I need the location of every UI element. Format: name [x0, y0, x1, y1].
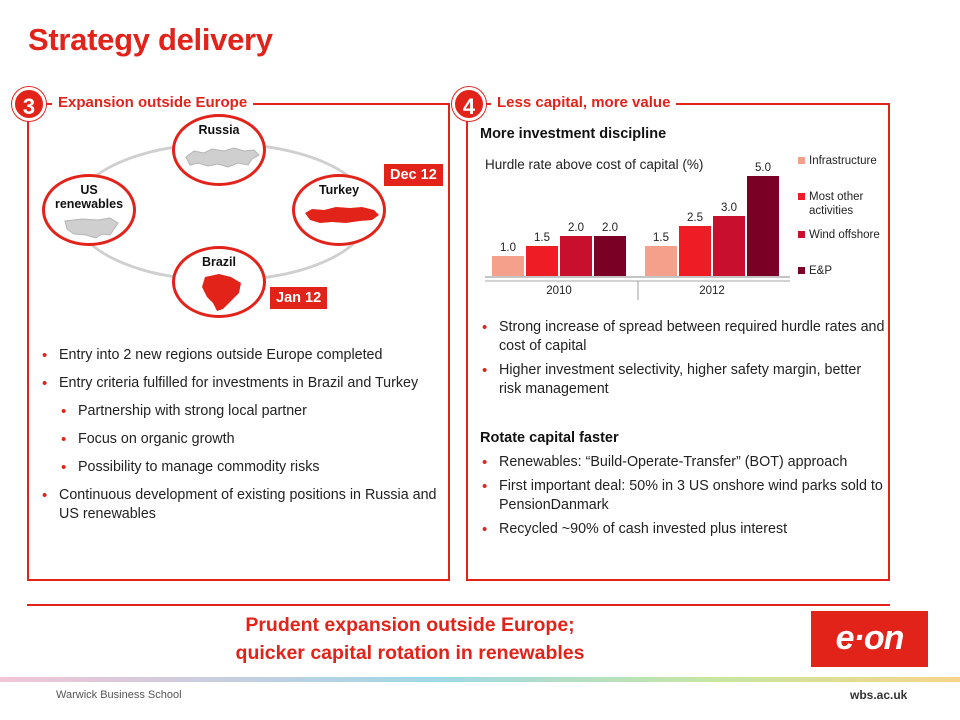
- brazil-map-icon: [202, 274, 241, 311]
- x-tick-label: 2010: [546, 285, 572, 297]
- footer-school-name: Warwick Business School: [56, 689, 182, 701]
- region-russia-label: Russia: [198, 123, 240, 137]
- hurdle-rate-chart: 1.0 1.5 2.0 2.0 2010 1.5 2.5 3.0 5.0 2012 Infrastr…: [485, 155, 880, 300]
- region-brazil-label: Brazil: [201, 255, 237, 269]
- step-badge-4: 4: [452, 87, 486, 121]
- bar-value-label: 3.0: [721, 202, 737, 214]
- region-turkey: Turkey: [292, 174, 386, 246]
- russia-map-icon: [185, 147, 260, 168]
- list-item: Entry into 2 new regions outside Europe …: [40, 346, 440, 365]
- region-brazil: Brazil: [172, 246, 266, 318]
- bar-value-label: 1.5: [534, 232, 550, 244]
- capital-heading: Less capital, more value: [491, 94, 677, 111]
- bottom-divider: [27, 604, 890, 606]
- investment-discipline-subhead: More investment discipline: [480, 126, 667, 142]
- bar-2010-3: [594, 236, 626, 276]
- list-item: Strong increase of spread between requir…: [480, 318, 885, 356]
- step-badge-3: 3: [12, 87, 46, 121]
- bar-value-label: 2.0: [602, 222, 618, 234]
- legend-swatch: [798, 231, 805, 238]
- turkey-date-badge: Dec 12: [384, 164, 443, 186]
- bar-2010-1: [526, 246, 558, 276]
- region-turkey-label: Turkey: [318, 183, 360, 197]
- eon-logo: e·on: [811, 611, 928, 667]
- bar-2012-3: [747, 176, 779, 276]
- region-us-renewables: US renewables: [42, 174, 136, 246]
- list-item: Possibility to manage commodity risks: [40, 458, 440, 477]
- bar-value-label: 1.0: [500, 242, 516, 254]
- bar-2010-2: [560, 236, 592, 276]
- bar-2012-1: [679, 226, 711, 276]
- bar-2012-0: [645, 246, 677, 276]
- list-item: Recycled ~90% of cash invested plus inte…: [480, 520, 885, 539]
- rotate-bullet-list: Renewables: “Build-Operate-Transfer” (BO…: [480, 453, 885, 544]
- chart-title: Hurdle rate above cost of capital (%): [485, 157, 704, 172]
- legend-entry: Most other activities: [809, 191, 863, 217]
- footer-url: wbs.ac.uk: [850, 688, 908, 702]
- eon-logo-text: e·on: [835, 619, 905, 657]
- legend-swatch: [798, 193, 805, 200]
- region-us-label: US renewables: [54, 183, 124, 211]
- legend-entry-line: Infrastructure: [809, 155, 877, 167]
- rotate-capital-subhead: Rotate capital faster: [480, 430, 619, 446]
- brazil-date-badge: Jan 12: [270, 287, 328, 309]
- legend-entry: E&P: [809, 265, 832, 277]
- legend-entry: Infrastructure: [809, 155, 877, 167]
- bar-value-label: 2.5: [687, 212, 703, 224]
- list-item: Focus on organic growth: [40, 430, 440, 449]
- turkey-map-icon: [305, 207, 379, 223]
- region-russia: Russia: [172, 114, 266, 186]
- tagline-line-2: quicker capital rotation in renewables: [235, 642, 585, 664]
- bar-value-label: 1.5: [653, 232, 669, 244]
- legend-entry-line: E&P: [809, 265, 832, 277]
- bar-value-label: 2.0: [568, 222, 584, 234]
- slide-title: Strategy delivery: [28, 22, 273, 57]
- bar-2012-2: [713, 216, 745, 276]
- discipline-bullet-list: Strong increase of spread between requir…: [480, 318, 885, 404]
- tagline-line-1: Prudent expansion outside Europe;: [245, 614, 575, 636]
- legend-swatch: [798, 267, 805, 274]
- list-item: Higher investment selectivity, higher sa…: [480, 361, 885, 399]
- expansion-bullet-list: Entry into 2 new regions outside Europe …: [40, 346, 440, 533]
- footer-color-bar: [0, 677, 960, 682]
- bar-value-label: 5.0: [755, 162, 771, 174]
- x-tick-label: 2012: [699, 285, 725, 297]
- legend-swatch: [798, 157, 805, 164]
- expansion-heading: Expansion outside Europe: [52, 94, 254, 111]
- list-item: Entry criteria fulfilled for investments…: [40, 374, 440, 393]
- list-item: First important deal: 50% in 3 US onshor…: [480, 477, 885, 515]
- list-item: Renewables: “Build-Operate-Transfer” (BO…: [480, 453, 885, 472]
- legend-entry-line: Wind offshore: [809, 229, 880, 241]
- list-item: Continuous development of existing posit…: [40, 486, 440, 524]
- legend-entry: Wind offshore: [809, 229, 880, 241]
- bar-2010-0: [492, 256, 524, 276]
- legend-entry-line: Most other: [809, 191, 863, 203]
- us-map-icon: [64, 217, 119, 239]
- legend-entry-line: activities: [809, 205, 853, 217]
- tagline: Prudent expansion outside Europe; quicke…: [195, 611, 625, 667]
- list-item: Partnership with strong local partner: [40, 402, 440, 421]
